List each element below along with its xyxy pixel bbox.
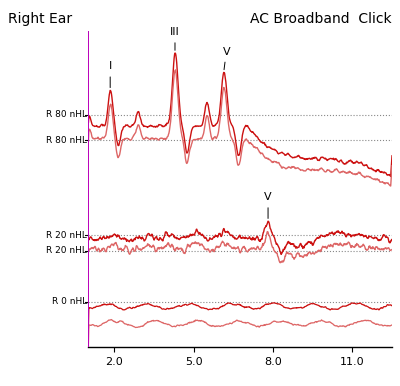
Text: R 20 nHL: R 20 nHL xyxy=(46,246,87,256)
Text: I: I xyxy=(108,61,112,88)
Text: R 80 nHL: R 80 nHL xyxy=(46,110,87,119)
Text: V: V xyxy=(264,192,272,218)
Text: R 20 nHL: R 20 nHL xyxy=(46,230,87,240)
Text: R 0 nHL: R 0 nHL xyxy=(52,297,87,306)
Text: V: V xyxy=(222,47,230,69)
Text: III: III xyxy=(170,27,180,50)
Text: R 80 nHL: R 80 nHL xyxy=(46,135,87,145)
Text: AC Broadband  Click: AC Broadband Click xyxy=(250,12,392,25)
Text: Right Ear: Right Ear xyxy=(8,12,72,25)
